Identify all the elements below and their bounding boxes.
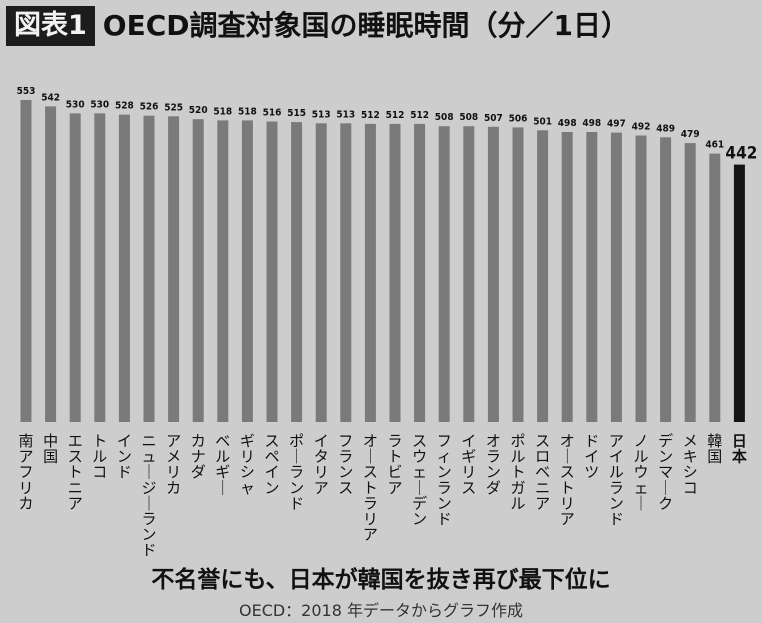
category-label: 韓国 <box>707 432 722 466</box>
value-label: 520 <box>189 105 208 116</box>
category-label: ノルウェ｜ <box>633 432 648 512</box>
value-label: 498 <box>582 118 601 129</box>
value-label: 530 <box>66 99 85 110</box>
category-label: カナダ <box>191 432 206 481</box>
bar-カナダ <box>192 119 204 422</box>
category-label: 中国 <box>43 432 58 466</box>
category-label: アイルランド <box>609 432 624 528</box>
value-label: 442 <box>725 144 757 164</box>
value-label: 501 <box>533 116 552 127</box>
category-label: 南アフリカ <box>18 432 33 512</box>
value-label: 526 <box>140 102 159 113</box>
bar-エストニア <box>69 113 81 423</box>
value-label: 513 <box>336 109 355 120</box>
category-label: スウェ｜デン <box>412 432 427 528</box>
bar-スペイン <box>266 121 278 422</box>
category-label: ラトビア <box>387 432 402 497</box>
bar-オランダ <box>487 126 499 423</box>
bar-トルコ <box>94 113 106 423</box>
bar-アメリカ <box>168 116 180 423</box>
value-label: 518 <box>238 106 257 117</box>
value-label: 515 <box>287 108 306 119</box>
chart-title: OECD調査対象国の睡眠時間（分／1日） <box>102 9 630 42</box>
bar-フィンランド <box>438 126 450 422</box>
bar-アイルランド <box>610 132 622 422</box>
value-label: 497 <box>607 119 626 130</box>
bar-イタリア <box>315 123 327 423</box>
value-label: 513 <box>312 109 331 120</box>
bar-ノルウェー <box>635 135 647 422</box>
category-label: ベルギ｜ <box>215 432 230 497</box>
bar-ポーランド <box>291 122 303 422</box>
value-label: 516 <box>263 108 282 119</box>
value-label: 528 <box>115 101 134 112</box>
category-label: ニュ｜ジ｜ランド <box>141 432 156 559</box>
value-label: 498 <box>558 118 577 129</box>
value-label: 479 <box>681 129 700 140</box>
header: 図表1 OECD調査対象国の睡眠時間（分／1日） <box>6 6 756 46</box>
category-label: ドイツ <box>584 432 599 481</box>
bar-フランス <box>340 123 352 423</box>
data-source: OECD：2018 年データからグラフ作成 <box>238 601 523 620</box>
value-label: 508 <box>459 112 478 123</box>
bar-オーストリア <box>561 132 573 422</box>
value-label: 512 <box>410 110 429 121</box>
value-label: 525 <box>164 102 183 113</box>
chart-subtitle: 不名誉にも、日本が韓国を抜き再び最下位に <box>151 567 611 593</box>
value-label: 512 <box>386 110 405 121</box>
category-label: スペイン <box>264 432 279 497</box>
category-label: フランス <box>338 432 353 497</box>
bar-ラトビア <box>389 123 401 423</box>
category-label: アメリカ <box>166 432 181 497</box>
value-label: 461 <box>705 140 724 151</box>
category-label: インド <box>117 432 132 481</box>
category-label: エストニア <box>68 432 83 512</box>
bar-スウェーデン <box>414 123 426 423</box>
bar-オーストラリア <box>364 123 376 423</box>
value-label: 506 <box>509 113 528 124</box>
value-label: 542 <box>41 92 60 103</box>
bar-ベルギー <box>217 120 229 423</box>
figure-badge: 図表1 <box>6 6 95 46</box>
bar-ポルトガル <box>512 127 524 423</box>
bar-デンマーク <box>660 137 672 423</box>
category-label: メキシコ <box>683 432 698 497</box>
value-label: 507 <box>484 113 503 124</box>
bar-インド <box>118 114 130 422</box>
bar-メキシコ <box>684 143 696 422</box>
bar-スロベニア <box>537 130 549 423</box>
category-label: オ｜ストラリア <box>363 432 378 544</box>
category-label: イギリス <box>461 432 476 497</box>
category-label: トルコ <box>92 432 107 481</box>
category-label: オ｜ストリア <box>560 432 575 528</box>
bar-中国 <box>45 106 57 423</box>
category-label: イタリア <box>314 432 329 497</box>
value-label: 492 <box>632 122 651 133</box>
category-label: オランダ <box>486 432 501 497</box>
bar-南アフリカ <box>20 100 32 422</box>
value-label: 508 <box>435 112 454 123</box>
value-label: 489 <box>656 123 675 134</box>
category-label: ギリシャ <box>240 432 255 497</box>
category-label: スロベニア <box>535 432 550 512</box>
category-label: ポルトガル <box>510 432 525 512</box>
bar-イギリス <box>463 126 475 422</box>
category-label: フィンランド <box>437 432 452 528</box>
bar-日本 <box>733 164 745 422</box>
value-label: 512 <box>361 110 380 121</box>
bar-ニュージーランド <box>143 115 155 422</box>
value-label: 553 <box>17 86 36 97</box>
bar-ドイツ <box>586 132 598 422</box>
category-label: デンマ｜ク <box>658 432 673 512</box>
bar-韓国 <box>709 153 721 422</box>
bar-ギリシャ <box>241 120 253 423</box>
category-label: 日本 <box>732 432 747 466</box>
value-label: 518 <box>213 106 232 117</box>
category-label: ポ｜ランド <box>289 432 304 512</box>
value-label: 530 <box>90 99 109 110</box>
